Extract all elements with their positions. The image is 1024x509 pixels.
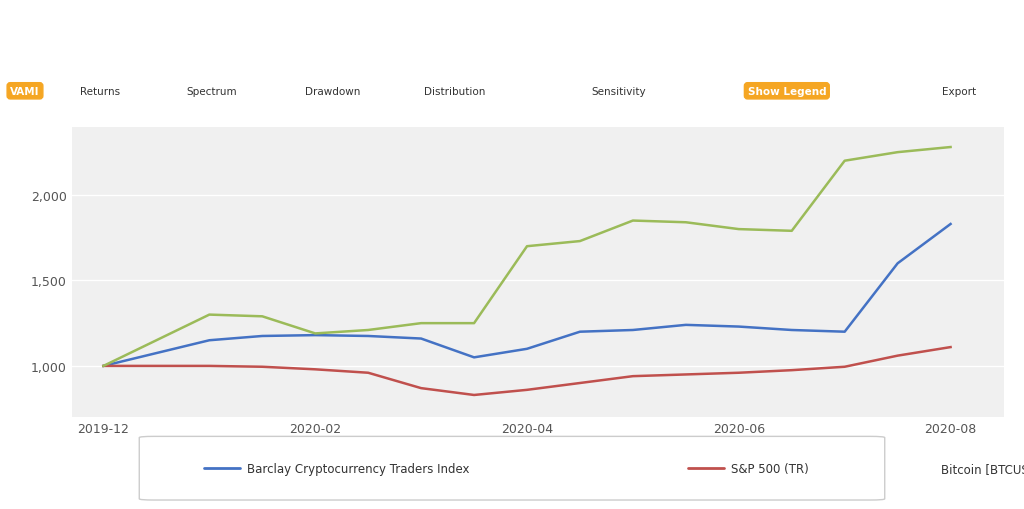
Barclay Cryptocurrency Traders Index [892, 261, 904, 267]
S&P 500 (TR) [97, 363, 110, 369]
S&P 500 (TR) [573, 380, 586, 386]
Barclay Cryptocurrency Traders Index [680, 322, 692, 328]
Barclay Cryptocurrency Traders Index [521, 346, 534, 352]
S&P 500 (TR) [892, 353, 904, 359]
S&P 500 (TR) [521, 387, 534, 393]
Text: S&P 500 (TR): S&P 500 (TR) [731, 462, 809, 475]
Barclay Cryptocurrency Traders Index [415, 336, 427, 342]
FancyBboxPatch shape [139, 437, 885, 500]
Barclay Cryptocurrency Traders Index [203, 337, 215, 344]
Barclay Cryptocurrency Traders Index [627, 327, 639, 333]
Barclay Cryptocurrency Traders Index [785, 327, 798, 333]
Text: Bitcoin [BTCUSD]: Bitcoin [BTCUSD] [941, 462, 1024, 475]
Text: Spectrum: Spectrum [186, 87, 237, 97]
Barclay Cryptocurrency Traders Index [362, 333, 375, 340]
Text: Sensitivity: Sensitivity [592, 87, 646, 97]
Bitcoin [BTCUSD] [97, 363, 110, 369]
S&P 500 (TR) [203, 363, 215, 369]
Bitcoin [BTCUSD] [415, 321, 427, 327]
Barclay Cryptocurrency Traders Index [944, 221, 956, 228]
Bitcoin [BTCUSD] [203, 312, 215, 318]
S&P 500 (TR) [732, 370, 744, 376]
Barclay Cryptocurrency Traders Index [309, 332, 322, 338]
Bitcoin [BTCUSD] [521, 244, 534, 250]
S&P 500 (TR) [415, 385, 427, 391]
Bitcoin [BTCUSD] [732, 227, 744, 233]
Text: Export: Export [942, 87, 976, 97]
S&P 500 (TR) [309, 366, 322, 373]
Bitcoin [BTCUSD] [839, 158, 851, 164]
Bitcoin [BTCUSD] [309, 331, 322, 337]
Barclay Cryptocurrency Traders Index [839, 329, 851, 335]
S&P 500 (TR) [944, 345, 956, 351]
Bitcoin [BTCUSD] [573, 239, 586, 245]
Text: Barclay Cryptocurrency Traders Index: Barclay Cryptocurrency Traders Index [247, 462, 469, 475]
Bitcoin [BTCUSD] [892, 150, 904, 156]
Bitcoin [BTCUSD] [256, 314, 268, 320]
Line: Barclay Cryptocurrency Traders Index: Barclay Cryptocurrency Traders Index [103, 224, 950, 366]
Text: VAMI: VAMI [10, 87, 40, 97]
Bitcoin [BTCUSD] [627, 218, 639, 224]
Text: Drawdown: Drawdown [305, 87, 360, 97]
S&P 500 (TR) [256, 364, 268, 370]
Barclay Cryptocurrency Traders Index [468, 355, 480, 361]
Barclay Cryptocurrency Traders Index [97, 363, 110, 369]
S&P 500 (TR) [839, 364, 851, 370]
Line: Bitcoin [BTCUSD]: Bitcoin [BTCUSD] [103, 148, 950, 366]
Text: Performance Chart: Performance Chart [10, 20, 173, 35]
Bitcoin [BTCUSD] [944, 145, 956, 151]
Text: Returns: Returns [80, 87, 120, 97]
Text: Distribution: Distribution [424, 87, 485, 97]
S&P 500 (TR) [785, 367, 798, 374]
S&P 500 (TR) [680, 372, 692, 378]
Barclay Cryptocurrency Traders Index [573, 329, 586, 335]
Barclay Cryptocurrency Traders Index [256, 333, 268, 340]
Line: S&P 500 (TR): S&P 500 (TR) [103, 348, 950, 395]
Barclay Cryptocurrency Traders Index [732, 324, 744, 330]
Bitcoin [BTCUSD] [468, 321, 480, 327]
Bitcoin [BTCUSD] [680, 220, 692, 226]
S&P 500 (TR) [362, 370, 375, 376]
Bitcoin [BTCUSD] [362, 327, 375, 333]
Text: Show Legend: Show Legend [748, 87, 826, 97]
S&P 500 (TR) [468, 392, 480, 398]
Bitcoin [BTCUSD] [785, 229, 798, 235]
S&P 500 (TR) [627, 374, 639, 380]
